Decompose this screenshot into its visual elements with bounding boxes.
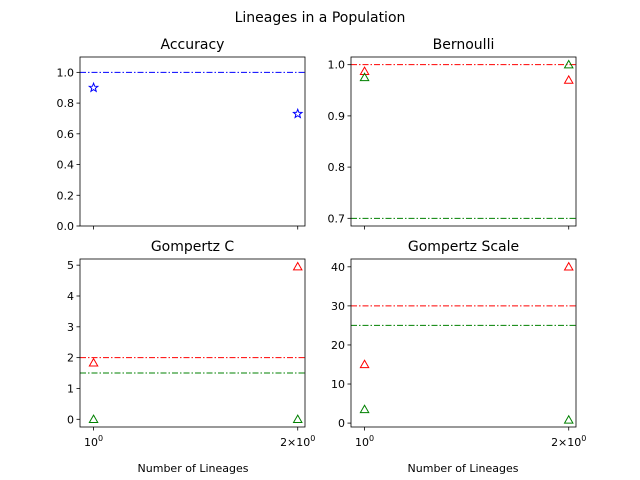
panel-gompertz-scale: Gompertz Scale 0 10 20 30 40 100 2×100 (331, 239, 586, 449)
x-axis-label-right: Number of Lineages (408, 462, 519, 475)
subplots: Accuracy 0.0 0.2 0.4 0.6 0.8 1.0 Bernoulli 0.7 0.… (57, 37, 587, 449)
y-tick-label-gompertz-scale: 0 (338, 417, 345, 430)
y-tick-label-gompertz-c: 5 (67, 259, 74, 272)
panel-accuracy: Accuracy 0.0 0.2 0.4 0.6 0.8 1.0 (57, 37, 306, 233)
panel-title-gompertz-scale: Gompertz Scale (408, 239, 519, 255)
x-tick-label-gompertz-c: 2×100 (280, 434, 315, 449)
y-tick-label-gompertz-c: 2 (67, 352, 74, 365)
data-point-bernoulli-s0-0 (359, 66, 370, 75)
data-point-gompertz-c-s0-1 (292, 261, 303, 271)
y-tick-label-gompertz-c: 0 (67, 413, 74, 426)
data-point-gompertz-c-s1-1 (292, 414, 303, 423)
panel-bernoulli: Bernoulli 0.7 0.8 0.9 1.0 (328, 37, 577, 230)
y-tick-label-gompertz-scale: 10 (331, 378, 345, 391)
axes-frame-accuracy (79, 56, 306, 227)
data-point-bernoulli-s1-0 (359, 72, 370, 82)
axes-frame-gompertz-scale (350, 258, 577, 428)
data-point-gompertz-scale-s1-1 (563, 414, 574, 424)
y-tick-label-accuracy: 0.4 (57, 159, 75, 172)
y-tick-label-accuracy: 1.0 (57, 66, 75, 79)
data-point-accuracy-s0-0 (87, 81, 100, 93)
x-tick-label-gompertz-scale: 100 (355, 434, 374, 449)
data-point-bernoulli-s0-1 (563, 74, 574, 84)
data-point-accuracy-s0-1 (292, 107, 304, 119)
data-point-gompertz-c-s0-0 (88, 357, 99, 367)
y-tick-label-gompertz-scale: 30 (331, 300, 345, 313)
panel-title-gompertz-c: Gompertz C (151, 239, 235, 255)
y-tick-label-bernoulli: 0.9 (328, 110, 346, 123)
panel-title-bernoulli: Bernoulli (433, 37, 495, 53)
axes-frame-bernoulli (350, 56, 577, 227)
y-tick-label-gompertz-c: 1 (67, 382, 74, 395)
y-tick-label-accuracy: 0.6 (57, 128, 75, 141)
y-tick-label-bernoulli: 1.0 (328, 59, 346, 72)
panel-title-accuracy: Accuracy (161, 37, 225, 53)
data-point-bernoulli-s1-1 (563, 59, 574, 69)
y-tick-label-accuracy: 0.8 (57, 97, 75, 110)
panel-gompertz-c: Gompertz C 0 1 2 3 4 5 100 2×100 (67, 239, 315, 449)
data-point-gompertz-scale-s0-0 (359, 359, 370, 369)
y-tick-label-gompertz-scale: 20 (331, 339, 345, 352)
y-tick-label-bernoulli: 0.8 (328, 161, 346, 174)
y-tick-label-accuracy: 0.0 (57, 220, 75, 233)
data-point-gompertz-scale-s1-0 (359, 404, 370, 414)
x-axis-label-left: Number of Lineages (138, 462, 249, 475)
y-tick-label-gompertz-c: 4 (67, 290, 74, 303)
x-tick-label-gompertz-scale: 2×100 (551, 434, 586, 449)
data-point-gompertz-scale-s0-1 (563, 261, 574, 271)
y-tick-label-gompertz-c: 3 (67, 321, 74, 334)
x-tick-label-gompertz-c: 100 (84, 434, 103, 449)
y-tick-label-gompertz-scale: 40 (331, 261, 345, 274)
axes-frame-gompertz-c (79, 258, 306, 428)
figure-suptitle: Lineages in a Population (235, 10, 406, 26)
y-tick-label-bernoulli: 0.7 (328, 212, 346, 225)
y-tick-label-accuracy: 0.2 (57, 189, 75, 202)
data-point-gompertz-c-s1-0 (88, 414, 99, 423)
